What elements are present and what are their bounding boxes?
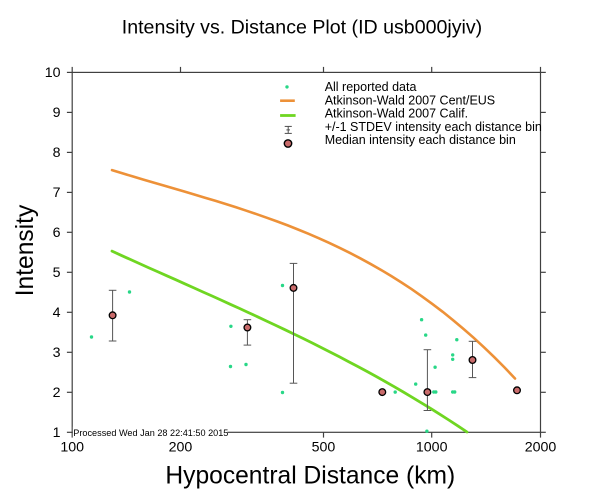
svg-text:9: 9 <box>53 105 61 121</box>
svg-text:1: 1 <box>53 425 61 441</box>
svg-text:Processed Wed Jan 28 22:41:50: Processed Wed Jan 28 22:41:50 2015 <box>73 428 228 438</box>
svg-text:4: 4 <box>53 305 61 321</box>
svg-text:Intensity vs. Distance Plot (I: Intensity vs. Distance Plot (ID usb000jy… <box>122 16 482 38</box>
svg-text:6: 6 <box>53 225 61 241</box>
svg-text:1000: 1000 <box>416 439 448 455</box>
svg-text:2: 2 <box>53 385 61 401</box>
svg-text:100: 100 <box>60 439 84 455</box>
svg-text:+/-1 STDEV intensity each dist: +/-1 STDEV intensity each distance bin <box>325 120 542 134</box>
svg-text:3: 3 <box>53 345 61 361</box>
svg-text:Atkinson-Wald 2007 Cent/EUS: Atkinson-Wald 2007 Cent/EUS <box>325 93 495 107</box>
svg-text:Hypocentral Distance (km): Hypocentral Distance (km) <box>165 463 455 490</box>
svg-text:Atkinson-Wald 2007 Calif.: Atkinson-Wald 2007 Calif. <box>325 107 468 121</box>
svg-text:All reported data: All reported data <box>325 80 417 94</box>
svg-text:8: 8 <box>53 145 61 161</box>
svg-text:Median intensity each distance: Median intensity each distance bin <box>325 133 516 147</box>
svg-text:500: 500 <box>312 439 336 455</box>
svg-text:5: 5 <box>53 265 61 281</box>
svg-text:Intensity: Intensity <box>12 204 39 296</box>
svg-text:10: 10 <box>45 65 61 81</box>
svg-text:7: 7 <box>53 185 61 201</box>
svg-text:2000: 2000 <box>525 439 557 455</box>
svg-text:200: 200 <box>169 439 193 455</box>
